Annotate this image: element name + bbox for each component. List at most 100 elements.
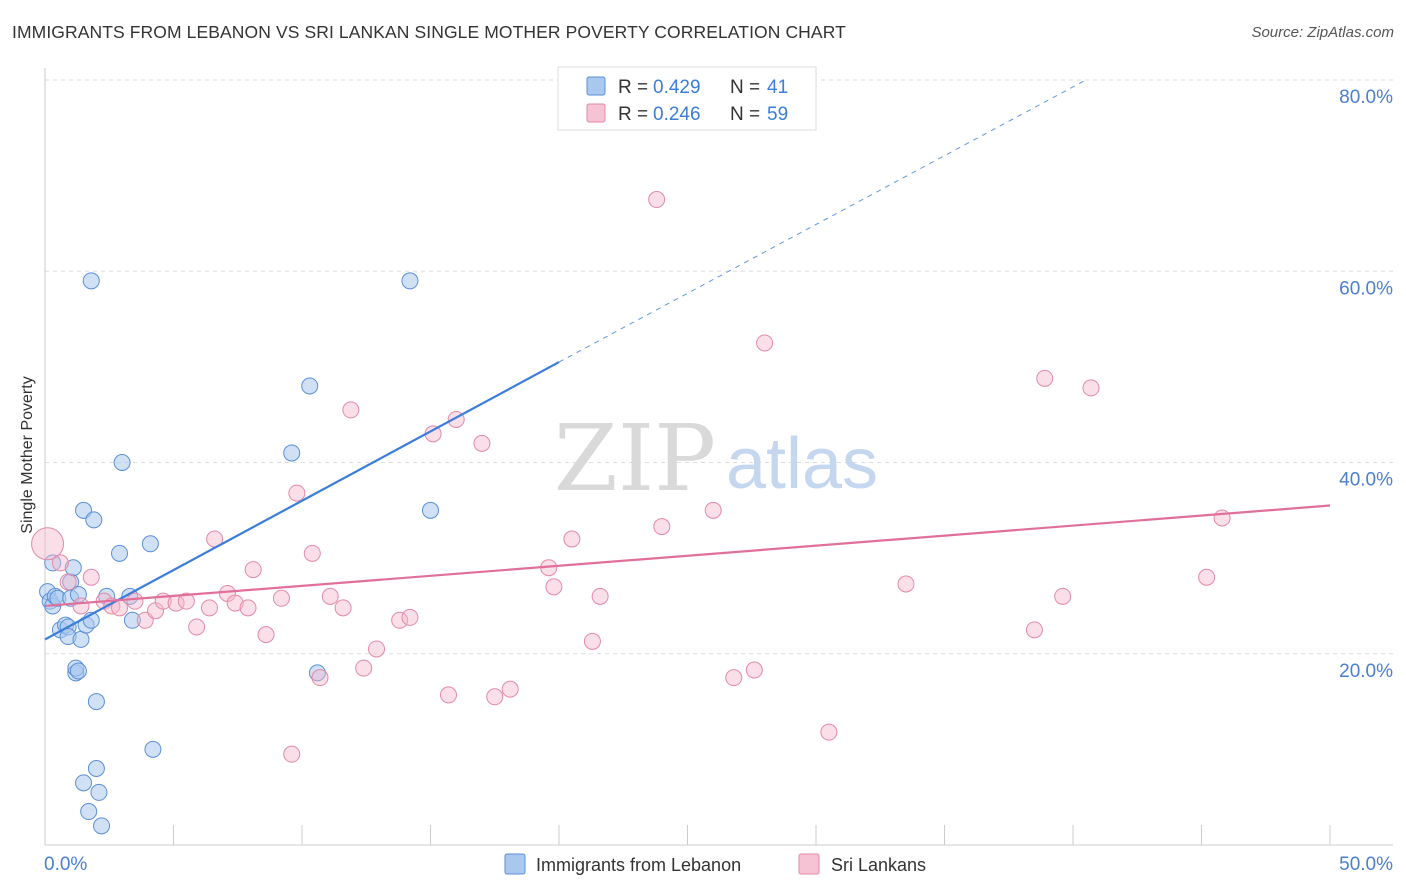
data-point (141, 535, 159, 553)
legend-swatch-blue (586, 76, 606, 96)
legend-n-label-1: N = (730, 77, 760, 98)
data-point (1054, 587, 1072, 605)
watermark-zip: ZIP (554, 405, 716, 512)
y-tick-label: 20.0% (1339, 661, 1393, 682)
legend-top: R = 0.429 N = 41 R = 0.246 N = 59 (557, 66, 817, 131)
data-point (368, 640, 386, 658)
legend-n-value-1: 41 (767, 77, 788, 98)
data-point (90, 783, 108, 801)
data-point (59, 573, 77, 591)
data-point (583, 632, 601, 650)
legend-bottom-swatch-pink (798, 853, 820, 875)
data-point (257, 626, 275, 644)
data-point (897, 575, 915, 593)
data-point (144, 740, 162, 758)
data-point (401, 272, 419, 290)
data-point (401, 608, 419, 626)
data-point (501, 680, 519, 698)
data-point (1082, 379, 1100, 397)
data-point (188, 618, 206, 636)
data-point (653, 518, 671, 536)
legend-r-value-1: 0.429 (653, 77, 701, 98)
data-point (648, 191, 666, 209)
legend-bottom-label-srilankans: Sri Lankans (831, 855, 926, 875)
data-point (51, 554, 69, 572)
data-point (87, 693, 105, 711)
y-tick-label: 80.0% (1339, 87, 1393, 108)
data-point (272, 589, 290, 607)
data-point (303, 544, 321, 562)
data-point (311, 669, 329, 687)
data-point (69, 662, 87, 680)
data-point (1213, 509, 1231, 527)
data-point (820, 723, 838, 741)
y-tick-label: 40.0% (1339, 470, 1393, 491)
y-tick-labels: 20.0% 40.0% 60.0% 80.0% (1339, 87, 1393, 682)
axes (44, 68, 1393, 846)
data-point (239, 599, 257, 617)
data-point (355, 659, 373, 677)
data-point (473, 434, 491, 452)
data-point (200, 599, 218, 617)
x-tick-labels: 0.0% 50.0% (44, 854, 1393, 875)
y-tick-label: 60.0% (1339, 278, 1393, 299)
trend-lines (44, 79, 1331, 641)
data-point (1025, 621, 1043, 639)
data-point (244, 561, 262, 579)
data-point (93, 817, 111, 835)
data-point (82, 272, 100, 290)
watermark: ZIP atlas (554, 405, 878, 512)
watermark-atlas: atlas (726, 424, 878, 504)
data-point (591, 587, 609, 605)
data-point (704, 501, 722, 519)
legend-bottom-label-lebanon: Immigrants from Lebanon (536, 855, 741, 875)
data-point (31, 527, 65, 561)
data-point (177, 592, 195, 610)
data-point (756, 334, 774, 352)
data-point (123, 611, 141, 629)
data-point (439, 686, 457, 704)
y-axis-label: Single Mother Poverty (19, 376, 36, 533)
data-point (80, 803, 98, 821)
trend-line-lebanon (44, 361, 560, 641)
legend-bottom: Immigrants from Lebanon Sri Lankans (504, 853, 926, 875)
data-point (87, 760, 105, 777)
data-point (1198, 568, 1216, 586)
series-srilankan-points (31, 191, 1231, 763)
data-point (75, 774, 93, 792)
legend-r-label-1: R = (618, 77, 648, 98)
chart-title: IMMIGRANTS FROM LEBANON VS SRI LANKAN SI… (12, 22, 846, 42)
data-point (288, 484, 306, 502)
data-point (72, 597, 90, 615)
data-point (301, 377, 319, 395)
legend-r-label-2: R = (618, 104, 648, 125)
data-point (72, 630, 90, 648)
legend-swatch-pink (586, 103, 606, 123)
data-point (321, 587, 339, 605)
legend-bottom-swatch-blue (504, 853, 526, 875)
x-tick-label-max: 50.0% (1339, 854, 1393, 875)
series-lebanon-points (39, 272, 439, 835)
x-tick-label-min: 0.0% (44, 854, 87, 875)
legend-n-value-2: 59 (767, 104, 788, 125)
data-point (82, 568, 100, 586)
data-point (111, 544, 129, 562)
data-point (283, 745, 301, 763)
data-point (545, 578, 563, 596)
data-point (725, 669, 743, 687)
data-point (563, 530, 581, 548)
data-point (422, 501, 439, 519)
data-point (308, 664, 326, 682)
data-point (745, 661, 763, 679)
data-point (226, 594, 244, 612)
data-point (1036, 369, 1054, 387)
data-point (85, 511, 103, 529)
legend-r-value-2: 0.246 (653, 104, 701, 125)
trend-line-srilankans (44, 504, 1331, 608)
data-point (126, 592, 144, 610)
data-point (283, 444, 301, 462)
data-point (391, 611, 409, 629)
legend-n-label-2: N = (730, 104, 760, 125)
data-point (334, 599, 352, 617)
